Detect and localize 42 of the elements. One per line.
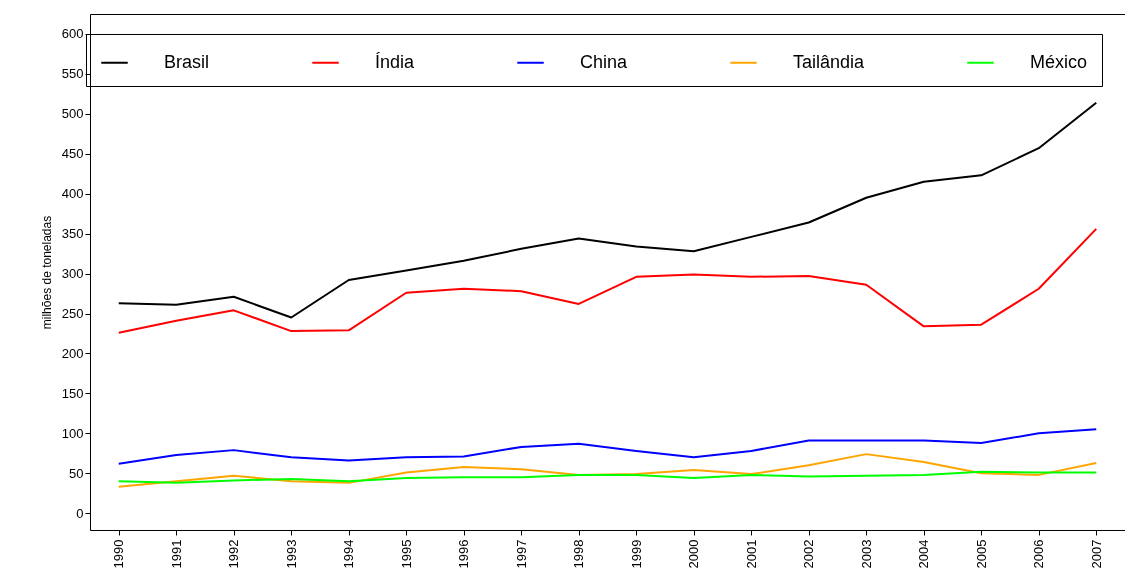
- line-series: [117, 470, 1098, 484]
- line-series: [117, 227, 1098, 334]
- x-tick-label: 1991: [168, 539, 184, 569]
- legend-label: Índia: [375, 51, 416, 72]
- y-tick-label: 550: [61, 66, 84, 82]
- y-tick-label: 100: [61, 425, 84, 441]
- x-tick-label: 1999: [628, 539, 644, 569]
- y-tick-label: 200: [61, 345, 84, 361]
- y-tick-label: 350: [61, 226, 84, 242]
- y-tick-label: 400: [61, 186, 84, 202]
- legend-label: China: [580, 51, 629, 72]
- x-tick-label: 1997: [513, 539, 529, 569]
- x-tick-label: 2000: [686, 539, 702, 569]
- y-tick-label: 250: [61, 306, 84, 322]
- x-tick-label: 1993: [283, 539, 299, 569]
- y-tick-label: 450: [61, 146, 84, 162]
- x-tick-label: 1992: [226, 539, 242, 569]
- y-tick-label: 50: [69, 465, 84, 481]
- x-tick-label: 1996: [456, 539, 472, 569]
- y-tick-label: 150: [61, 385, 84, 401]
- x-tick-label: 1994: [341, 539, 357, 569]
- x-tick-label: 2004: [916, 539, 932, 569]
- x-tick-label: 2005: [973, 539, 989, 569]
- x-tick-label: 1995: [398, 539, 414, 569]
- line-series: [117, 428, 1098, 465]
- y-tick-label: 300: [61, 266, 84, 282]
- x-tick-label: 2001: [743, 539, 759, 569]
- x-tick-label: 1990: [111, 539, 127, 569]
- x-tick-label: 2006: [1031, 539, 1047, 569]
- x-tick-label: 2002: [801, 539, 817, 569]
- y-axis-title: milhões de toneladas: [39, 215, 54, 330]
- legend-label: Brasil: [164, 51, 210, 72]
- y-tick-label: 600: [61, 26, 84, 42]
- y-tick-label: 500: [61, 106, 84, 122]
- line-series: [117, 101, 1098, 319]
- y-tick-label: 0: [76, 505, 84, 521]
- legend-label: Tailândia: [793, 51, 866, 72]
- line-series: [117, 453, 1098, 488]
- x-tick-label: 2003: [858, 539, 874, 569]
- x-tick-label: 1998: [571, 539, 587, 569]
- legend-label: México: [1030, 51, 1088, 72]
- x-tick-label: 2007: [1088, 539, 1104, 569]
